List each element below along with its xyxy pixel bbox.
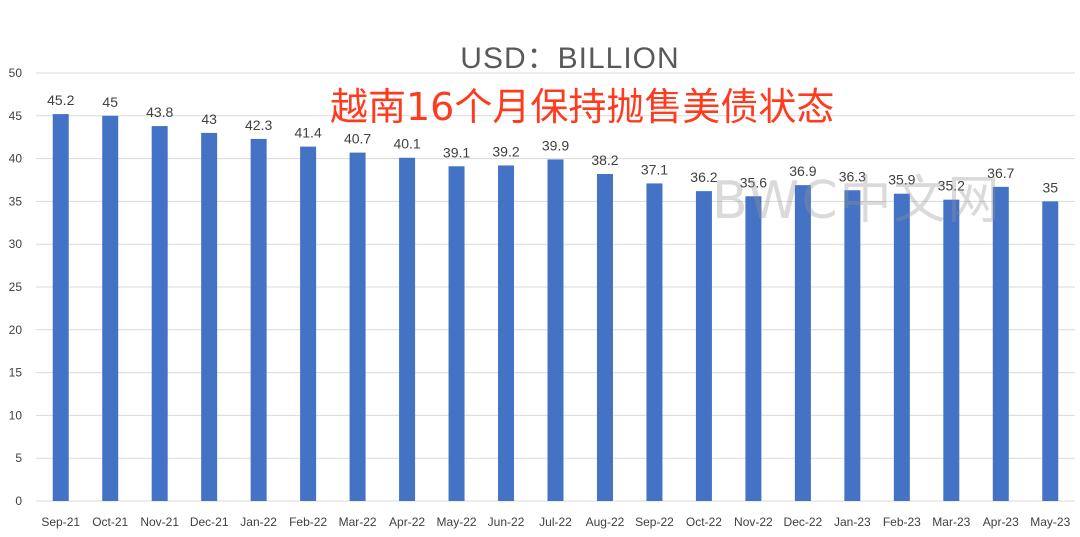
chart-title: USD：BILLION	[460, 42, 680, 75]
bar	[547, 159, 564, 501]
x-tick-label: Dec-21	[190, 515, 229, 529]
bar	[695, 191, 712, 502]
chart-subtitle: 越南16个月保持抛售美债状态	[330, 85, 835, 129]
y-tick-label: 15	[9, 366, 23, 380]
bar	[201, 132, 218, 502]
bar	[250, 138, 267, 502]
x-tick-label: Feb-22	[289, 515, 327, 529]
data-label: 35.2	[938, 178, 965, 194]
data-label: 43.8	[146, 104, 173, 120]
bar	[745, 196, 762, 502]
bar	[1042, 201, 1059, 501]
data-label: 36.3	[839, 168, 866, 184]
x-tick-label: Jul-22	[539, 515, 572, 529]
data-label: 45.2	[47, 92, 74, 108]
x-tick-label: Apr-23	[983, 515, 1019, 529]
x-tick-label: Aug-22	[586, 515, 625, 529]
x-tick-label: Nov-22	[734, 515, 773, 529]
bar	[498, 165, 515, 501]
y-tick-label: 50	[9, 66, 23, 80]
bar	[448, 166, 465, 501]
x-tick-label: May-23	[1030, 515, 1070, 529]
y-tick-label: 20	[9, 323, 23, 337]
x-tick-label: Feb-23	[883, 515, 921, 529]
x-tick-label: Mar-23	[932, 515, 970, 529]
data-label: 36.7	[987, 165, 1014, 181]
bar	[102, 115, 119, 502]
bar	[300, 146, 317, 501]
bar	[943, 199, 960, 502]
y-tick-label: 5	[15, 451, 22, 465]
bar	[646, 183, 663, 501]
x-tick-label: May-22	[437, 515, 477, 529]
x-tick-label: Oct-21	[92, 515, 128, 529]
x-tick-label: Jan-23	[834, 515, 871, 529]
y-tick-label: 25	[9, 280, 23, 294]
y-tick-label: 10	[9, 408, 23, 422]
bar	[52, 114, 69, 501]
y-axis-ticks: 0 5 10 15 20 25 30 35 40 45 50	[9, 66, 23, 508]
y-tick-label: 0	[15, 494, 22, 508]
data-label: 35	[1042, 179, 1058, 195]
data-label: 36.9	[789, 163, 816, 179]
data-label: 38.2	[591, 152, 618, 168]
data-label: 41.4	[294, 125, 321, 141]
bar	[349, 152, 366, 501]
data-label: 43	[201, 111, 217, 127]
data-label: 36.2	[690, 169, 717, 185]
bar	[794, 185, 811, 502]
bar	[399, 157, 416, 501]
bar	[151, 126, 168, 502]
watermark: BWC中文网	[712, 171, 1002, 231]
data-label: 37.1	[641, 161, 668, 177]
bar	[893, 193, 910, 502]
x-tick-label: Nov-21	[140, 515, 179, 529]
data-label: 39.2	[492, 143, 519, 159]
data-label: 40.7	[344, 131, 371, 147]
data-labels: 45.2 45 43.8 43 42.3 41.4 40.7 40.1 39.1 39.2 39.9…	[47, 92, 1058, 195]
data-label: 35.6	[740, 174, 767, 190]
data-label: 35.9	[888, 172, 915, 188]
y-tick-label: 40	[9, 152, 23, 166]
x-tick-label: Sep-22	[635, 515, 674, 529]
y-tick-label: 35	[9, 194, 23, 208]
x-tick-label: Apr-22	[389, 515, 425, 529]
x-axis-ticks: Sep-21 Oct-21 Nov-21 Dec-21 Jan-22 Feb-22 Mar-…	[41, 515, 1070, 529]
bar	[992, 186, 1009, 501]
x-tick-label: Dec-22	[784, 515, 823, 529]
y-tick-label: 45	[9, 109, 23, 123]
data-label: 39.9	[542, 137, 569, 153]
x-tick-label: Jan-22	[240, 515, 277, 529]
y-tick-label: 30	[9, 237, 23, 251]
data-label: 45	[102, 94, 118, 110]
data-label: 42.3	[245, 117, 272, 133]
bars	[52, 114, 1059, 502]
bar	[596, 174, 613, 501]
x-tick-label: Mar-22	[339, 515, 377, 529]
x-tick-label: Jun-22	[488, 515, 525, 529]
bar	[844, 190, 861, 501]
data-label: 40.1	[393, 136, 420, 152]
x-tick-label: Sep-21	[41, 515, 80, 529]
x-tick-label: Oct-22	[686, 515, 722, 529]
data-label: 39.1	[443, 144, 470, 160]
